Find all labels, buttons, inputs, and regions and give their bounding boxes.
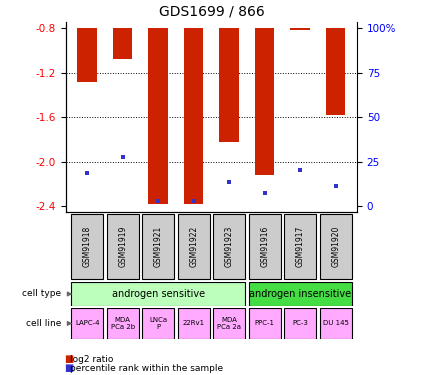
Bar — [113, 28, 133, 59]
Bar — [148, 28, 168, 204]
Bar — [107, 214, 139, 279]
Bar — [142, 308, 174, 339]
Text: log2 ratio: log2 ratio — [70, 355, 113, 364]
Bar — [284, 308, 316, 339]
Bar — [77, 28, 97, 81]
Bar — [71, 308, 103, 339]
Text: GSM91923: GSM91923 — [225, 226, 234, 267]
Text: MDA
PCa 2a: MDA PCa 2a — [217, 317, 241, 330]
Text: GSM91921: GSM91921 — [154, 226, 163, 267]
Bar — [255, 28, 275, 175]
Bar — [249, 282, 351, 306]
Bar — [284, 214, 316, 279]
Text: percentile rank within the sample: percentile rank within the sample — [70, 364, 223, 373]
Text: GSM91918: GSM91918 — [83, 226, 92, 267]
Bar — [71, 282, 245, 306]
Bar — [184, 28, 204, 204]
Bar — [213, 308, 245, 339]
Text: GSM91922: GSM91922 — [189, 226, 198, 267]
Bar — [219, 28, 239, 142]
Text: GSM91916: GSM91916 — [260, 226, 269, 267]
Text: ■: ■ — [64, 363, 73, 373]
Bar — [320, 308, 351, 339]
Bar — [290, 28, 310, 30]
Bar — [71, 214, 103, 279]
Text: LAPC-4: LAPC-4 — [75, 320, 99, 326]
Text: cell line: cell line — [26, 319, 62, 328]
Text: PC-3: PC-3 — [292, 320, 308, 326]
Bar — [326, 28, 346, 115]
Bar — [249, 214, 280, 279]
Text: GSM91917: GSM91917 — [296, 226, 305, 267]
Bar — [178, 214, 210, 279]
Bar — [142, 214, 174, 279]
Bar — [107, 308, 139, 339]
Text: androgen insensitive: androgen insensitive — [249, 289, 351, 299]
Text: PPC-1: PPC-1 — [255, 320, 275, 326]
Bar — [213, 214, 245, 279]
Text: DU 145: DU 145 — [323, 320, 348, 326]
Text: GSM91920: GSM91920 — [331, 226, 340, 267]
Text: ■: ■ — [64, 354, 73, 364]
Text: GSM91919: GSM91919 — [118, 226, 127, 267]
Text: cell type: cell type — [23, 290, 62, 298]
Text: androgen sensitive: androgen sensitive — [112, 289, 205, 299]
Text: LNCa
P: LNCa P — [149, 317, 167, 330]
Title: GDS1699 / 866: GDS1699 / 866 — [159, 4, 264, 18]
Text: 22Rv1: 22Rv1 — [183, 320, 205, 326]
Bar — [249, 308, 280, 339]
Text: MDA
PCa 2b: MDA PCa 2b — [110, 317, 135, 330]
Bar — [320, 214, 351, 279]
Bar — [178, 308, 210, 339]
